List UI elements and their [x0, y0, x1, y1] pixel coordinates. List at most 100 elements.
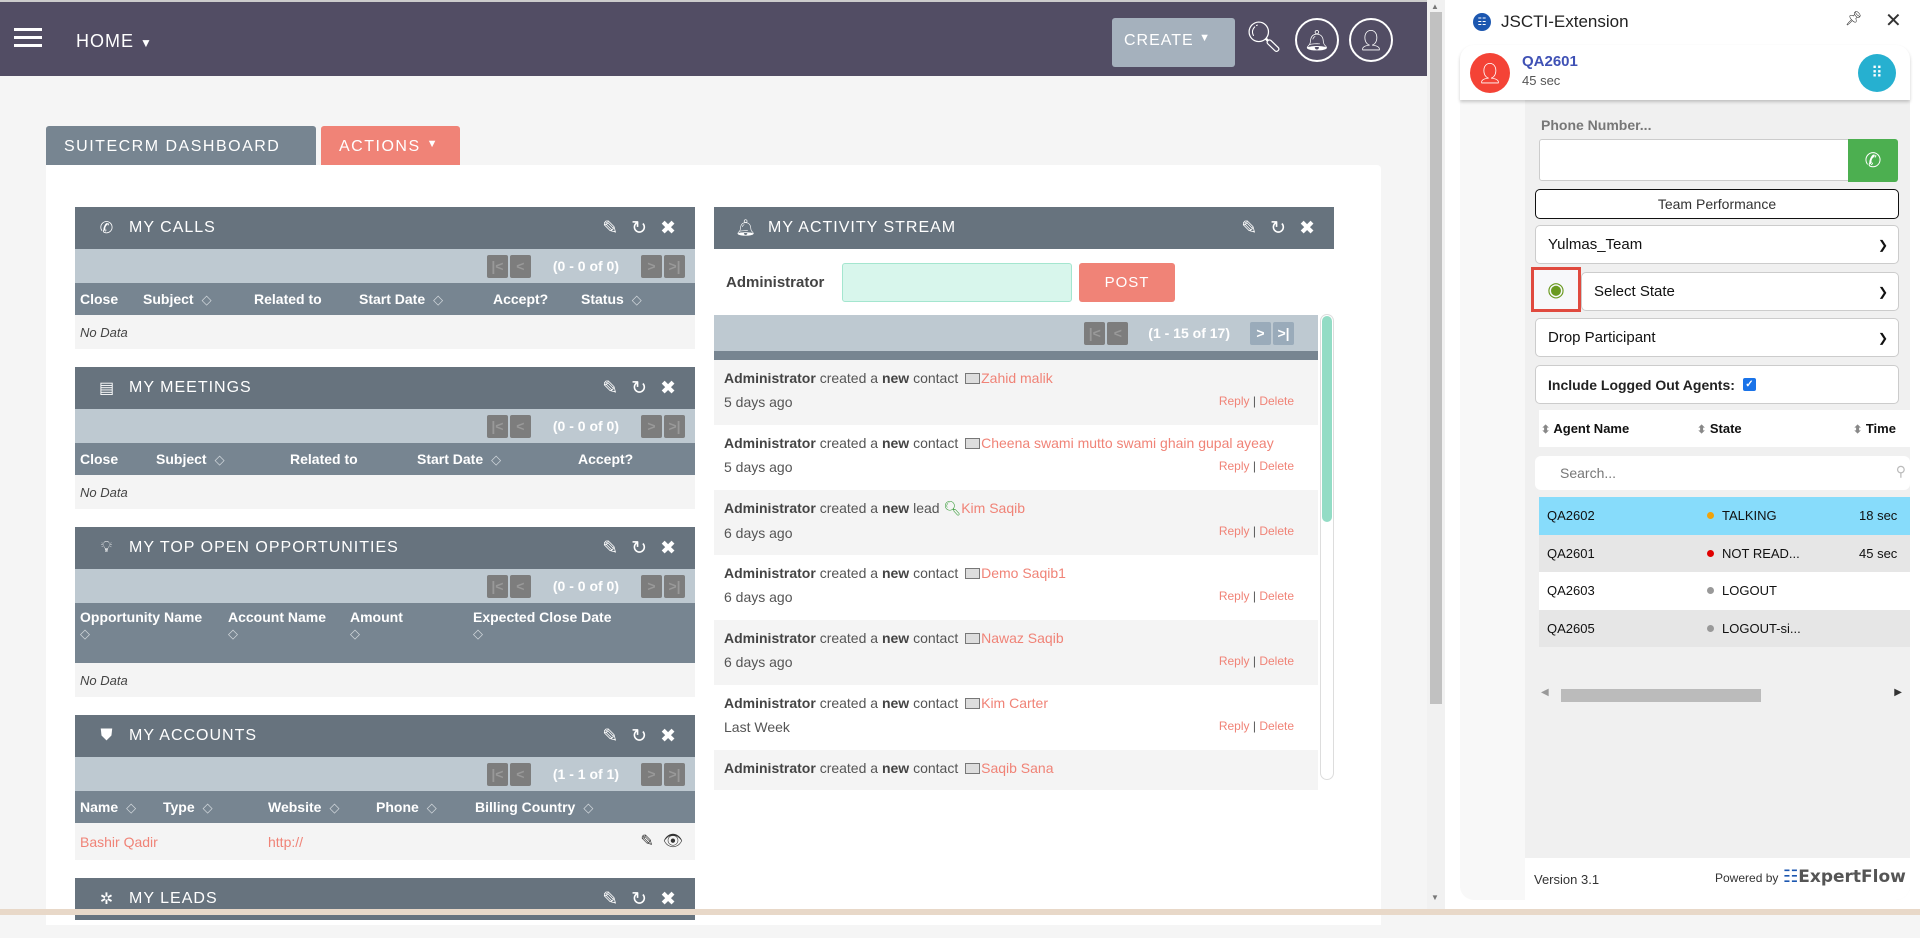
column-header[interactable]: Expected Close Date ◇	[473, 603, 673, 642]
column-header[interactable]: Start Date ◇	[417, 451, 578, 468]
sort-icon[interactable]: ◇	[329, 799, 340, 815]
post-input[interactable]	[842, 262, 1072, 302]
next-page-button[interactable]: >	[641, 762, 662, 786]
notification-bell-icon[interactable]: 🔔︎	[1295, 18, 1339, 62]
close-icon[interactable]: ✖	[660, 377, 677, 399]
sort-icon[interactable]: ◇	[228, 626, 238, 641]
column-header[interactable]: Account Name ◇	[228, 603, 350, 642]
sort-icon[interactable]: ◇	[631, 291, 642, 307]
previous-page-button[interactable]: <	[1107, 321, 1129, 345]
close-icon[interactable]: ✖	[660, 725, 677, 747]
activity-actor[interactable]: Administrator	[724, 500, 816, 516]
activity-actor[interactable]: Administrator	[724, 630, 816, 646]
page-scrollbar[interactable]: ▲ ▼	[1427, 0, 1445, 915]
delete-link[interactable]: Delete	[1259, 459, 1294, 473]
sort-icon[interactable]: ◇	[473, 626, 483, 641]
agent-row[interactable]: QA2602 TALKING 18 sec	[1539, 497, 1910, 535]
last-page-button[interactable]: >|	[664, 574, 685, 598]
eye-icon[interactable]: 👁︎	[662, 833, 683, 850]
sort-icon[interactable]: ◇	[202, 799, 213, 815]
column-header[interactable]: Website ◇	[268, 799, 376, 816]
activity-record-link[interactable]: Nawaz Saqib	[981, 630, 1064, 646]
home-menu[interactable]: HOME ▼	[76, 31, 153, 52]
sort-icon[interactable]: ◇	[583, 799, 594, 815]
column-header[interactable]: Phone ◇	[376, 799, 475, 816]
sort-icon[interactable]: ◇	[80, 626, 90, 641]
close-icon[interactable]: ✖	[1299, 217, 1316, 239]
sort-icon[interactable]: ◇	[201, 291, 212, 307]
team-select[interactable]: Yulmas_Team ❯	[1535, 225, 1899, 264]
column-header[interactable]: Name ◇	[80, 799, 163, 816]
reply-link[interactable]: Reply	[1218, 394, 1250, 408]
reply-link[interactable]: Reply	[1218, 589, 1250, 603]
refresh-icon[interactable]: ↻	[631, 537, 649, 559]
agent-row[interactable]: QA2601 NOT READ... 45 sec	[1539, 534, 1910, 572]
agent-row[interactable]: QA2603 LOGOUT	[1539, 572, 1910, 610]
edit-pencil-icon[interactable]: ✎	[602, 888, 620, 910]
table-cell[interactable]: http://	[268, 833, 304, 850]
table-cell[interactable]: Bashir Qadir	[80, 833, 158, 850]
delete-link[interactable]: Delete	[1259, 394, 1294, 408]
activity-record-link[interactable]: Demo Saqib1	[981, 565, 1066, 581]
state-select[interactable]: Select State ❯	[1581, 272, 1899, 311]
agent-search-input[interactable]: Search... ⚲	[1535, 456, 1910, 490]
activity-record-link[interactable]: Kim Carter	[981, 695, 1049, 711]
sort-icon[interactable]: ◇	[350, 626, 360, 641]
refresh-icon[interactable]: ↻	[631, 888, 649, 910]
activity-record-link[interactable]: Kim Saqib	[961, 500, 1026, 516]
menu-icon[interactable]	[14, 28, 42, 48]
pin-icon[interactable]: 📌︎	[1845, 10, 1863, 26]
column-header[interactable]: Amount ◇	[350, 603, 473, 642]
activity-scrollbar[interactable]	[1320, 314, 1334, 780]
activity-record-link[interactable]: Saqib Sana	[981, 760, 1054, 776]
sort-icon[interactable]: ◇	[433, 291, 444, 307]
edit-pencil-icon[interactable]: ✎	[602, 537, 620, 559]
reply-link[interactable]: Reply	[1218, 654, 1250, 668]
sort-icon[interactable]: ◇	[426, 799, 437, 815]
actions-menu-tab[interactable]: ACTIONS ▼	[321, 126, 460, 166]
column-state[interactable]: State	[1709, 421, 1742, 436]
activity-actor[interactable]: Administrator	[724, 695, 816, 711]
first-page-button[interactable]: |<	[486, 574, 508, 598]
activity-record-link[interactable]: Cheena swami mutto swami ghain gupal aye…	[981, 435, 1274, 451]
delete-link[interactable]: Delete	[1259, 719, 1294, 733]
reply-link[interactable]: Reply	[1218, 524, 1250, 538]
close-icon[interactable]: ✖	[660, 217, 677, 239]
sort-icon[interactable]: ◇	[126, 799, 137, 815]
column-header[interactable]: Opportunity Name ◇	[80, 603, 228, 642]
previous-page-button[interactable]: <	[509, 414, 531, 438]
user-profile-icon[interactable]: 👤︎	[1349, 18, 1393, 62]
reply-link[interactable]: Reply	[1218, 719, 1250, 733]
last-page-button[interactable]: >|	[664, 762, 685, 786]
column-header[interactable]: Subject ◇	[156, 451, 290, 468]
sort-icon[interactable]: ◇	[491, 451, 502, 467]
edit-pencil-icon[interactable]: ✎	[602, 725, 620, 747]
phone-number-input[interactable]	[1539, 139, 1849, 181]
drop-participant-select[interactable]: Drop Participant ❯	[1535, 318, 1899, 357]
next-page-button[interactable]: >	[641, 414, 662, 438]
horizontal-scrollbar[interactable]: ◀ ▶	[1539, 687, 1910, 703]
first-page-button[interactable]: |<	[486, 762, 508, 786]
column-header[interactable]: Status ◇	[581, 291, 681, 308]
column-agent-name[interactable]: Agent Name	[1553, 421, 1630, 436]
first-page-button[interactable]: |<	[486, 254, 508, 278]
agent-row[interactable]: QA2605 LOGOUT-si...	[1539, 609, 1910, 647]
refresh-icon[interactable]: ↻	[631, 725, 649, 747]
previous-page-button[interactable]: <	[509, 254, 531, 278]
close-icon[interactable]: ✕	[1885, 10, 1902, 32]
refresh-icon[interactable]: ↻	[631, 217, 649, 239]
reply-link[interactable]: Reply	[1218, 459, 1250, 473]
edit-pencil-icon[interactable]: ✎	[1241, 217, 1259, 239]
activity-actor[interactable]: Administrator	[724, 760, 816, 776]
next-page-button[interactable]: >	[641, 254, 662, 278]
sort-icon[interactable]: ◇	[214, 451, 225, 467]
edit-pencil-icon[interactable]: ✎	[640, 833, 654, 850]
search-icon[interactable]: 🔍︎	[1245, 21, 1284, 54]
first-page-button[interactable]: |<	[486, 414, 508, 438]
refresh-icon[interactable]: ↻	[1270, 217, 1288, 239]
edit-pencil-icon[interactable]: ✎	[602, 217, 620, 239]
delete-link[interactable]: Delete	[1259, 589, 1294, 603]
refresh-icon[interactable]: ↻	[631, 377, 649, 399]
last-page-button[interactable]: >|	[664, 414, 685, 438]
previous-page-button[interactable]: <	[509, 762, 531, 786]
